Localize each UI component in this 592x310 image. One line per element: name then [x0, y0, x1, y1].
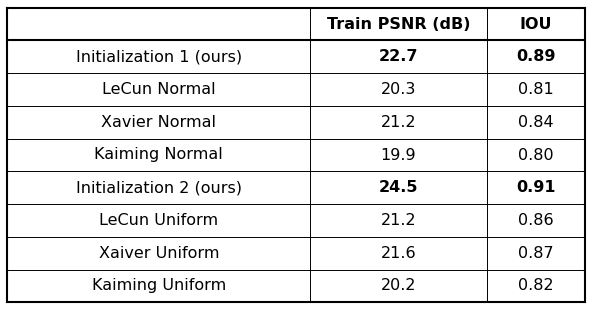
- Text: 20.3: 20.3: [381, 82, 416, 97]
- Text: 21.2: 21.2: [381, 213, 416, 228]
- Text: LeCun Uniform: LeCun Uniform: [99, 213, 218, 228]
- Text: 24.5: 24.5: [379, 180, 419, 195]
- Text: 0.84: 0.84: [518, 115, 554, 130]
- Text: 19.9: 19.9: [381, 148, 416, 162]
- Text: Xavier Normal: Xavier Normal: [101, 115, 216, 130]
- Text: 21.6: 21.6: [381, 246, 416, 261]
- Text: Train PSNR (dB): Train PSNR (dB): [327, 17, 470, 32]
- Text: Initialization 1 (ours): Initialization 1 (ours): [76, 49, 242, 64]
- Text: 0.82: 0.82: [518, 278, 554, 293]
- Text: 0.89: 0.89: [516, 49, 555, 64]
- Text: 0.80: 0.80: [518, 148, 554, 162]
- Text: 20.2: 20.2: [381, 278, 416, 293]
- Text: 0.81: 0.81: [518, 82, 554, 97]
- Text: Kaiming Uniform: Kaiming Uniform: [92, 278, 226, 293]
- Text: 0.86: 0.86: [518, 213, 554, 228]
- Text: Xaiver Uniform: Xaiver Uniform: [98, 246, 219, 261]
- Text: LeCun Normal: LeCun Normal: [102, 82, 215, 97]
- Text: Kaiming Normal: Kaiming Normal: [94, 148, 223, 162]
- Text: 21.2: 21.2: [381, 115, 416, 130]
- Text: 0.87: 0.87: [518, 246, 554, 261]
- Text: Initialization 2 (ours): Initialization 2 (ours): [76, 180, 242, 195]
- Text: 0.91: 0.91: [516, 180, 555, 195]
- Text: 22.7: 22.7: [379, 49, 419, 64]
- Text: IOU: IOU: [520, 17, 552, 32]
